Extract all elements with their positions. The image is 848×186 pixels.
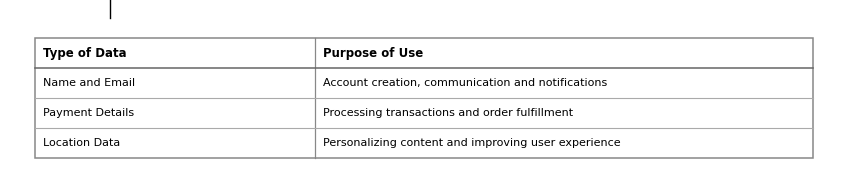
Text: Purpose of Use: Purpose of Use <box>323 46 423 60</box>
Text: Payment Details: Payment Details <box>43 108 134 118</box>
Bar <box>35 38 813 158</box>
Text: Location Data: Location Data <box>43 138 120 148</box>
Text: Account creation, communication and notifications: Account creation, communication and noti… <box>323 78 607 88</box>
Text: Processing transactions and order fulfillment: Processing transactions and order fulfil… <box>323 108 573 118</box>
Text: Personalizing content and improving user experience: Personalizing content and improving user… <box>323 138 621 148</box>
Text: Name and Email: Name and Email <box>43 78 135 88</box>
Text: Type of Data: Type of Data <box>43 46 126 60</box>
